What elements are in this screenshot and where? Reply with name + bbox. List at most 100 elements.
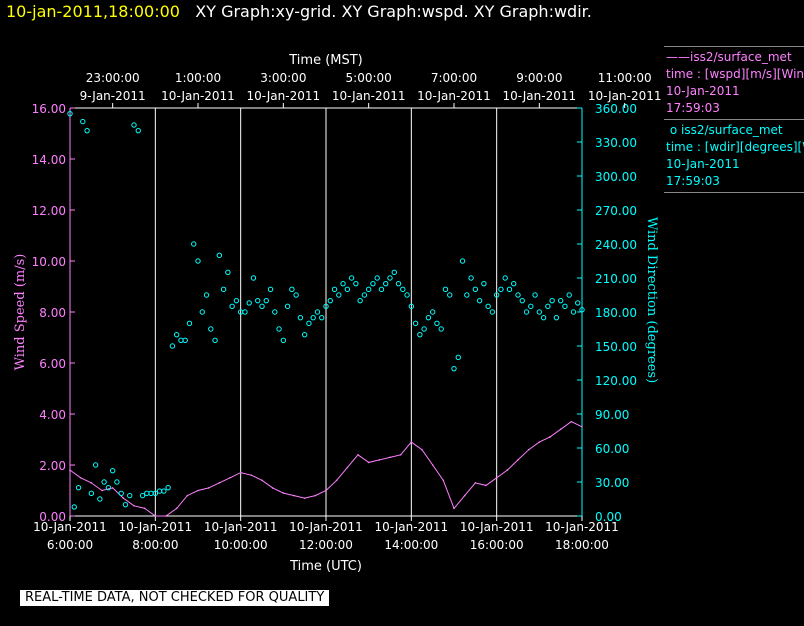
wspd-data-point [229, 476, 231, 479]
wspd-data-point [453, 507, 455, 510]
wdir-data-point [314, 309, 321, 315]
wdir-data-point [451, 365, 457, 372]
wspd-data-point [293, 494, 295, 497]
wdir-data-point [220, 286, 227, 293]
legend-wspd-date: 10-Jan-2011 [666, 84, 740, 98]
wspd-data-point [261, 479, 263, 482]
wdir-data-point [506, 286, 513, 293]
wdir-data-point [165, 484, 171, 491]
wdir-data-point [191, 241, 197, 247]
wdir-data-point [114, 479, 120, 485]
wspd-data-point [357, 454, 359, 456]
quality-disclaimer: REAL-TIME DATA, NOT CHECKED FOR QUALITY [20, 590, 330, 606]
wdir-data-point [455, 354, 461, 361]
wspd-data-point [218, 482, 221, 484]
bottom-tick-date: 10-Jan-2011 [204, 520, 278, 534]
wdir-data-point [195, 258, 201, 264]
wdir-data-point [417, 331, 423, 338]
wspd-data-point [410, 441, 413, 443]
wdir-data-point [468, 275, 474, 281]
wspd-data-point [207, 487, 210, 489]
wdir-data-point [246, 300, 252, 306]
right-tick-label: 180.00 [595, 306, 637, 320]
wspd-data-point [111, 487, 114, 489]
wdir-data-point [438, 326, 444, 332]
wdir-data-point [408, 303, 415, 310]
wspd-data-point [239, 471, 242, 474]
wspd-data-point [325, 489, 327, 492]
wspd-data-point [570, 420, 573, 423]
bottom-tick-date: 10-Jan-2011 [375, 520, 449, 534]
wdir-data-point [365, 286, 372, 293]
wdir-data-point [75, 484, 82, 491]
left-tick-label: 12.00 [32, 204, 66, 218]
legend-entry-wdir[interactable]: o iss2/surface_met time : [wdir][degrees… [664, 120, 804, 193]
wdir-data-point [109, 467, 116, 474]
wspd-data-point [485, 484, 487, 487]
right-tick-label: 90.00 [595, 408, 629, 422]
wdir-data-point [92, 462, 99, 468]
wdir-data-point [447, 292, 453, 298]
wdir-data-point [182, 337, 188, 344]
wdir-data-point [212, 337, 218, 344]
left-tick-label: 0.00 [39, 510, 66, 524]
wdir-data-point [156, 488, 163, 494]
wdir-data-point [481, 280, 487, 287]
wdir-data-point [378, 286, 385, 293]
wdir-data-point [327, 297, 333, 304]
wdir-data-point [233, 297, 240, 304]
wdir-data-point [340, 280, 346, 287]
wspd-data-point [378, 459, 381, 461]
top-tick-time: 5:00:00 [346, 71, 392, 85]
right-tick-label: 240.00 [595, 238, 637, 252]
wspd-data-point [559, 428, 562, 431]
legend-wdir-time: 17:59:03 [666, 174, 720, 188]
wdir-data-point [293, 292, 299, 298]
wdir-data-point [169, 343, 176, 349]
top-tick-time: 23:00:00 [86, 71, 140, 85]
wdir-data-point [412, 320, 419, 327]
wdir-data-point [259, 303, 265, 310]
top-tick-time: 9:00:00 [516, 71, 562, 85]
wspd-data-point [90, 482, 93, 484]
wdir-data-point [387, 275, 393, 281]
wdir-data-point [502, 275, 508, 281]
wdir-data-point [515, 292, 521, 298]
bottom-tick-date: 10-Jan-2011 [289, 520, 363, 534]
wdir-data-point [557, 297, 564, 304]
wdir-data-point [476, 297, 483, 304]
wspd-data-point [250, 474, 253, 477]
wdir-data-point [272, 309, 278, 315]
right-tick-label: 270.00 [595, 204, 637, 218]
wdir-data-point [84, 127, 90, 134]
wdir-data-point [511, 280, 517, 287]
wdir-data-point [284, 303, 291, 310]
wdir-data-point [186, 320, 193, 327]
top-tick-date: 10-Jan-2011 [161, 89, 235, 103]
wdir-data-point [570, 309, 577, 315]
top-tick-time: 1:00:00 [175, 71, 221, 85]
wdir-data-point [383, 280, 389, 287]
graph-header: 10-jan-2011,18:00:00 XY Graph:xy-grid. X… [6, 2, 592, 21]
wdir-data-point [553, 314, 560, 321]
left-tick-label: 8.00 [39, 306, 66, 320]
wspd-data-point [143, 507, 146, 510]
wdir-data-point [97, 496, 103, 502]
wdir-data-point [442, 286, 449, 293]
wdir-data-point [323, 303, 329, 310]
wdir-data-point [370, 280, 376, 287]
wspd-data-point [581, 425, 583, 428]
legend-entry-wspd[interactable]: ——iss2/surface_met time : [wspd][m/s][Wi… [664, 46, 804, 120]
bottom-tick-date: 10-Jan-2011 [119, 520, 193, 534]
wdir-data-point [67, 110, 73, 117]
right-tick-label: 60.00 [595, 442, 629, 456]
wdir-data-point [540, 314, 547, 321]
wdir-data-point [301, 331, 308, 338]
left-tick-label: 4.00 [39, 408, 66, 422]
wdir-data-point [344, 286, 351, 293]
wdir-data-point [208, 326, 214, 332]
wdir-data-point [395, 280, 402, 287]
wdir-data-point [391, 269, 397, 276]
wdir-data-point [493, 292, 500, 298]
